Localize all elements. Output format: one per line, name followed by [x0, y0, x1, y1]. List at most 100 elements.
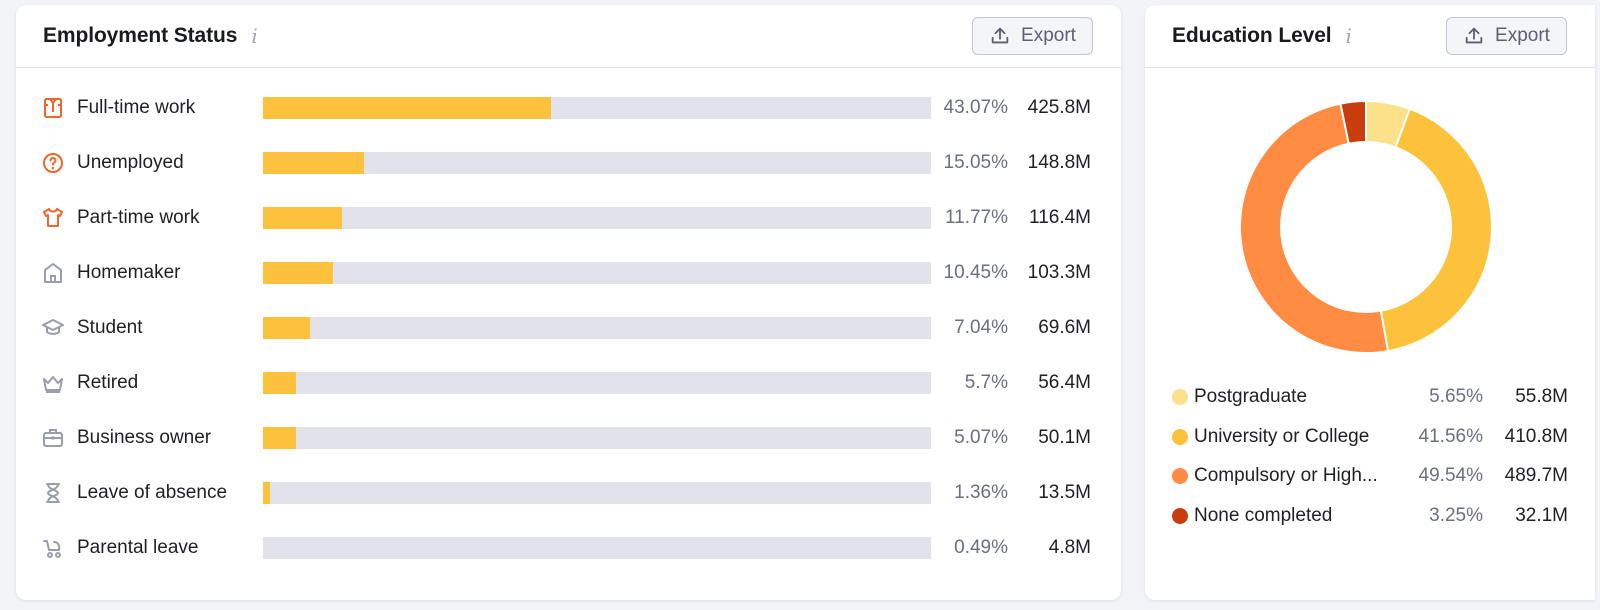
employment-row-label: Unemployed	[77, 152, 184, 173]
legend-item[interactable]: Postgraduate 5.65% 55.8M	[1145, 383, 1595, 411]
employment-row-percent: 10.45%	[943, 262, 1008, 283]
employment-export-button[interactable]: Export	[972, 17, 1093, 55]
employment-row-value: 69.6M	[1038, 317, 1091, 338]
employment-row-percent: 1.36%	[954, 482, 1008, 503]
employment-bar-fill	[263, 207, 342, 229]
employment-bar-track	[263, 372, 931, 394]
briefcase-icon	[41, 426, 65, 450]
legend-value: 32.1M	[1515, 504, 1568, 526]
graduation-cap-icon	[41, 316, 65, 340]
legend-value: 410.8M	[1504, 425, 1568, 447]
education-card-header: Education Level i Export	[1145, 5, 1595, 68]
employment-row-percent: 11.77%	[944, 207, 1008, 228]
employment-card-header: Employment Status i Export	[16, 5, 1121, 68]
employment-bar-track	[263, 262, 931, 284]
employment-row-value: 148.8M	[1027, 152, 1091, 173]
employment-row-label: Business owner	[77, 427, 212, 448]
employment-row-percent: 5.07%	[954, 427, 1008, 448]
employment-bar-track	[263, 482, 931, 504]
employment-row[interactable]: Student 7.04% 69.6M	[16, 310, 1121, 346]
employment-status-card: Employment Status i Export Full-time wor…	[16, 5, 1121, 600]
legend-label: University or College	[1194, 425, 1370, 447]
employment-row-label: Parental leave	[77, 537, 199, 558]
employment-row-value: 425.8M	[1027, 97, 1091, 118]
employment-bar-fill	[263, 262, 333, 284]
education-title: Education Level	[1172, 24, 1332, 47]
house-icon	[41, 261, 65, 285]
employment-row[interactable]: Business owner 5.07% 50.1M	[16, 420, 1121, 456]
legend-percent: 41.56%	[1418, 425, 1483, 447]
employment-row-label: Homemaker	[77, 262, 181, 283]
legend-item[interactable]: University or College 41.56% 410.8M	[1145, 423, 1595, 451]
upload-icon	[1465, 27, 1483, 44]
tshirt-icon	[41, 206, 65, 230]
employment-bar-fill	[263, 97, 551, 119]
employment-row[interactable]: Unemployed 15.05% 148.8M	[16, 145, 1121, 181]
legend-value: 55.8M	[1515, 386, 1568, 407]
employment-row[interactable]: Retired 5.7% 56.4M	[16, 365, 1121, 401]
employment-bar-track	[263, 537, 931, 559]
legend-percent: 3.25%	[1429, 504, 1483, 526]
employment-row-value: 13.5M	[1038, 482, 1091, 503]
employment-row[interactable]: Parental leave 0.49% 4.8M	[16, 530, 1121, 566]
employment-bar-fill	[263, 152, 364, 174]
hourglass-icon	[41, 481, 65, 505]
upload-icon	[991, 27, 1009, 44]
legend-color-dot	[1172, 507, 1188, 524]
legend-color-dot	[1172, 468, 1188, 484]
legend-label: Postgraduate	[1194, 386, 1308, 407]
question-circle-icon	[41, 151, 65, 175]
info-icon[interactable]: i	[1345, 24, 1352, 48]
employment-row-percent: 7.04%	[954, 317, 1008, 338]
employment-bar-fill	[263, 372, 297, 394]
legend-item[interactable]: None completed 3.25% 32.1M	[1145, 502, 1595, 530]
employment-row-value: 116.4M	[1029, 207, 1091, 228]
donut-slice-none-completed[interactable]	[1339, 100, 1367, 145]
info-icon[interactable]: i	[251, 24, 258, 48]
donut-slice-university-or-college[interactable]	[1379, 107, 1493, 353]
education-export-button[interactable]: Export	[1446, 17, 1567, 55]
legend-item[interactable]: Compulsory or High... 49.54% 489.7M	[1145, 462, 1595, 490]
employment-bar-fill	[263, 317, 311, 339]
legend-label: None completed	[1194, 504, 1333, 526]
employment-row-value: 50.1M	[1038, 427, 1091, 448]
employment-row-value: 103.3M	[1027, 262, 1091, 283]
legend-percent: 5.65%	[1429, 386, 1483, 407]
legend-percent: 49.54%	[1418, 465, 1483, 486]
employment-bar-fill	[263, 482, 271, 504]
stroller-icon	[41, 536, 65, 560]
employment-row[interactable]: Part-time work 11.77% 116.4M	[16, 200, 1121, 236]
employment-row-percent: 15.05%	[943, 152, 1008, 173]
export-label: Export	[1495, 25, 1550, 46]
employment-row[interactable]: Full-time work 43.07% 425.8M	[16, 90, 1121, 126]
employment-row-percent: 0.49%	[954, 537, 1008, 558]
employment-row-label: Student	[77, 317, 143, 338]
education-donut-chart	[1239, 100, 1493, 354]
employment-row-label: Retired	[77, 372, 139, 393]
employment-row-label: Leave of absence	[77, 482, 228, 503]
employment-bar-fill	[263, 427, 297, 449]
legend-color-dot	[1172, 389, 1188, 405]
legend-label: Compulsory or High...	[1194, 465, 1378, 486]
employment-row-label: Full-time work	[77, 97, 196, 118]
legend-color-dot	[1172, 428, 1188, 445]
employment-bar-track	[263, 207, 931, 229]
employment-row[interactable]: Homemaker 10.45% 103.3M	[16, 255, 1121, 291]
employment-bar-track	[263, 427, 931, 449]
employment-bar-track	[263, 152, 931, 174]
legend-value: 489.7M	[1504, 465, 1568, 486]
shirt-icon	[41, 96, 65, 120]
employment-row-percent: 43.07%	[943, 97, 1008, 118]
employment-bar-track	[263, 97, 931, 119]
employment-row-value: 4.8M	[1048, 537, 1091, 558]
crown-icon	[41, 371, 65, 395]
employment-row[interactable]: Leave of absence 1.36% 13.5M	[16, 475, 1121, 511]
employment-row-value: 56.4M	[1038, 372, 1091, 393]
education-level-card: Education Level i Export Postgraduate 5.…	[1145, 5, 1595, 600]
employment-row-percent: 5.7%	[964, 372, 1008, 393]
employment-row-label: Part-time work	[77, 207, 200, 228]
donut-slice-compulsory-or-high[interactable]	[1239, 102, 1390, 354]
export-label: Export	[1021, 25, 1076, 46]
employment-bar-track	[263, 317, 931, 339]
employment-title: Employment Status	[43, 24, 238, 47]
